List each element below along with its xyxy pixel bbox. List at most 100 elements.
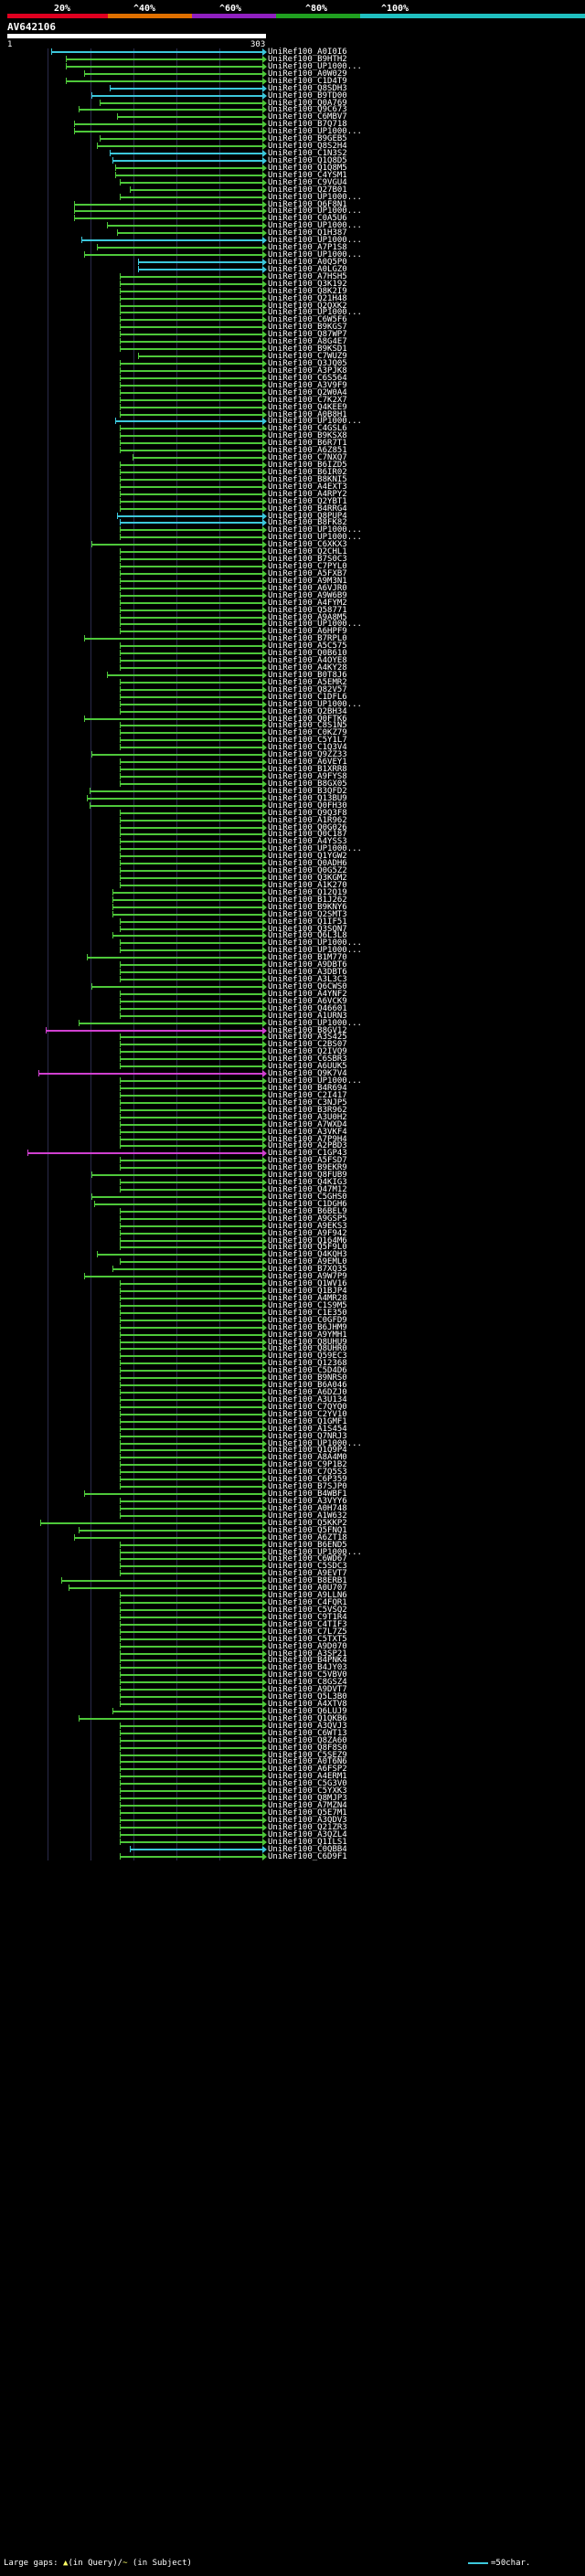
hit-label[interactable]: UniRef100_A4XTV8 [268,1700,347,1710]
hit-label[interactable]: UniRef100_A9GSP5 [268,1214,347,1224]
hit-row[interactable]: UniRef100_Q0FH30 [0,800,585,811]
hit-label[interactable]: UniRef100_B6IZD5 [268,461,347,470]
hit-label[interactable]: UniRef100_A1S454 [268,1424,347,1434]
hit-row[interactable]: UniRef100_B8GX05 [0,779,585,790]
hit-row[interactable]: UniRef100_B4PNK4 [0,1655,585,1666]
hit-row[interactable]: UniRef100_C1DGH6 [0,1199,585,1210]
hit-row[interactable]: UniRef100_Q1ILS1 [0,1837,585,1848]
hit-label[interactable]: UniRef100_B9KNY6 [268,902,347,912]
hit-row[interactable]: UniRef100_A1S454 [0,1424,585,1435]
hit-label[interactable]: UniRef100_Q1BJP4 [268,1287,347,1297]
hit-row[interactable]: UniRef100_A3L3C3 [0,974,585,985]
hit-row[interactable]: UniRef100_B0T8J6 [0,670,585,681]
hit-label[interactable]: UniRef100_C6D9F1 [268,1851,347,1861]
hit-label[interactable]: UniRef100_B0T8J6 [268,670,347,680]
hit-row[interactable]: UniRef100_Q5KKP2 [0,1518,585,1529]
hit-row[interactable]: UniRef100_C6D9F1 [0,1851,585,1862]
hit-label[interactable]: UniRef100_A0W029 [268,69,347,79]
hit-row[interactable]: UniRef100_A9D070 [0,1641,585,1652]
hit-row[interactable]: UniRef100_A8A4M0 [0,1452,585,1463]
hit-row[interactable]: UniRef100_A6FSP2 [0,1764,585,1775]
hit-row[interactable]: UniRef100_Q8S2H4 [0,141,585,152]
hit-row[interactable]: UniRef100_B9NRS0 [0,1373,585,1383]
hit-row[interactable]: UniRef100_UP1000... [0,61,585,72]
hit-row[interactable]: UniRef100_C9VGU4 [0,177,585,188]
hit-row[interactable]: UniRef100_UP1000... [0,249,585,260]
hit-row[interactable]: UniRef100_C6XKX3 [0,539,585,550]
hit-row[interactable]: UniRef100_C6WD67 [0,1553,585,1564]
hit-row[interactable]: UniRef100_B9KNY6 [0,902,585,913]
hit-label[interactable]: UniRef100_A9W7P9 [268,1272,347,1282]
hit-row[interactable]: UniRef100_Q9C673 [0,104,585,115]
hit-label[interactable]: UniRef100_A1K270 [268,880,347,890]
hit-label[interactable]: UniRef100_A6FSP2 [268,1765,347,1775]
hit-label[interactable]: UniRef100_Q8PUP4 [268,511,347,521]
hit-row[interactable]: UniRef100_C5SEZ9 [0,1750,585,1761]
hit-label[interactable]: UniRef100_Q6F8N1 [268,199,347,209]
hit-label[interactable]: UniRef100_A0B8H1 [268,409,347,419]
hit-label[interactable]: UniRef100_A9DVT7 [268,1685,347,1695]
hit-label[interactable]: UniRef100_A5FXB7 [268,568,347,578]
hit-label[interactable]: UniRef100_B6R7T1 [268,439,347,449]
hit-label[interactable]: UniRef100_Q4KIG3 [268,1178,347,1188]
hit-row[interactable]: UniRef100_Q6L3L8 [0,930,585,941]
hit-row[interactable]: UniRef100_A3PJK8 [0,366,585,376]
hit-label[interactable]: UniRef100_B9NRS0 [268,1373,347,1383]
hit-row[interactable]: UniRef100_A5FSD7 [0,1155,585,1166]
hit-row[interactable]: UniRef100_B6R7T1 [0,438,585,449]
hit-label[interactable]: UniRef100_UP1000... [268,221,362,231]
hit-label[interactable]: UniRef100_A7P1S8 [268,243,347,253]
hit-label[interactable]: UniRef100_C8GSZ4 [268,1678,347,1688]
hit-row[interactable]: UniRef100_UP1000... [0,1438,585,1449]
hit-row[interactable]: UniRef100_A7WXD4 [0,1119,585,1130]
hit-label[interactable]: UniRef100_Q5E7M1 [268,1807,347,1818]
hit-label[interactable]: UniRef100_C9VGU4 [268,177,347,187]
hit-label[interactable]: UniRef100_B1J262 [268,895,347,905]
hit-label[interactable]: UniRef100_Q4KQH3 [268,1250,347,1260]
hit-label[interactable]: UniRef100_C5TXT5 [268,1634,347,1644]
hit-label[interactable]: UniRef100_UP1000... [268,946,362,956]
hit-row[interactable]: UniRef100_Q4KEE9 [0,402,585,413]
hit-row[interactable]: UniRef100_A5EMR2 [0,677,585,688]
hit-row[interactable]: UniRef100_UP1000... [0,525,585,535]
hit-row[interactable]: UniRef100_C8S1N5 [0,720,585,731]
hit-row[interactable]: UniRef100_A9W6B9 [0,590,585,601]
hit-row[interactable]: UniRef100_C2I417 [0,1090,585,1101]
hit-row[interactable]: UniRef100_Q1QKB6 [0,1713,585,1724]
hit-row[interactable]: UniRef100_B7RPL0 [0,633,585,644]
hit-label[interactable]: UniRef100_C0QBB4 [268,1844,347,1854]
hit-row[interactable]: UniRef100_Q2SMT3 [0,909,585,920]
hit-label[interactable]: UniRef100_B9KSX8 [268,431,347,441]
hit-label[interactable]: UniRef100_Q2W0A4 [268,387,347,398]
hit-label[interactable]: UniRef100_Q1Q8M5 [268,163,347,173]
hit-label[interactable]: UniRef100_Q1ILS1 [268,1837,347,1847]
hit-label[interactable]: UniRef100_Q27B01 [268,185,347,195]
hit-row[interactable]: UniRef100_A3SP21 [0,1648,585,1659]
hit-label[interactable]: UniRef100_A9F942 [268,1228,347,1238]
hit-label[interactable]: UniRef100_A9D070 [268,1641,347,1651]
hit-label[interactable]: UniRef100_Q8F8S0 [268,1743,347,1753]
hit-row[interactable]: UniRef100_A5C575 [0,641,585,652]
hit-row[interactable]: UniRef100_C5TXT5 [0,1634,585,1645]
hit-label[interactable]: UniRef100_Q3KGM2 [268,874,347,884]
hit-label[interactable]: UniRef100_C9P1B2 [268,1460,347,1470]
hit-row[interactable]: UniRef100_C4YSM1 [0,170,585,181]
hit-label[interactable]: UniRef100_A9DBT6 [268,960,347,970]
hit-label[interactable]: UniRef100_Q2CHL1 [268,547,347,557]
hit-row[interactable]: UniRef100_C0A5U6 [0,213,585,224]
hit-row[interactable]: UniRef100_C1N3S2 [0,148,585,159]
hit-row[interactable]: UniRef100_B8KNI5 [0,474,585,485]
hit-row[interactable]: UniRef100_UP1000... [0,938,585,949]
hit-label[interactable]: UniRef100_B6END5 [268,1540,347,1550]
hit-row[interactable]: UniRef100_UP1000... [0,1018,585,1029]
hit-label[interactable]: UniRef100_C6W5F6 [268,315,347,325]
hit-label[interactable]: UniRef100_A4ERM1 [268,1772,347,1782]
hit-label[interactable]: UniRef100_A5FSD7 [268,1156,347,1166]
hit-label[interactable]: UniRef100_A3U134 [268,1394,347,1405]
hit-row[interactable]: UniRef100_C5GHS0 [0,1192,585,1203]
hit-label[interactable]: UniRef100_Q0G026 [268,822,347,832]
hit-label[interactable]: UniRef100_UP1000... [268,308,362,318]
hit-row[interactable]: UniRef100_Q0ADH6 [0,858,585,869]
hit-row[interactable]: UniRef100_A6UUK5 [0,1061,585,1072]
hit-label[interactable]: UniRef100_C5SEZ9 [268,1750,347,1760]
